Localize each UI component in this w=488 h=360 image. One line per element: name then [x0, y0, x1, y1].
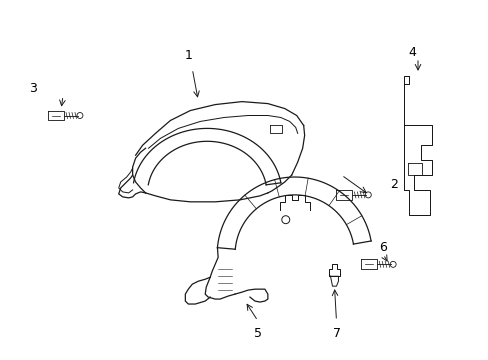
Text: 7: 7: [333, 327, 341, 340]
Text: 4: 4: [407, 46, 415, 59]
Text: 3: 3: [29, 82, 37, 95]
Text: 1: 1: [184, 49, 192, 63]
Text: 6: 6: [379, 241, 386, 254]
Text: 5: 5: [253, 327, 262, 340]
Text: 2: 2: [389, 179, 397, 192]
